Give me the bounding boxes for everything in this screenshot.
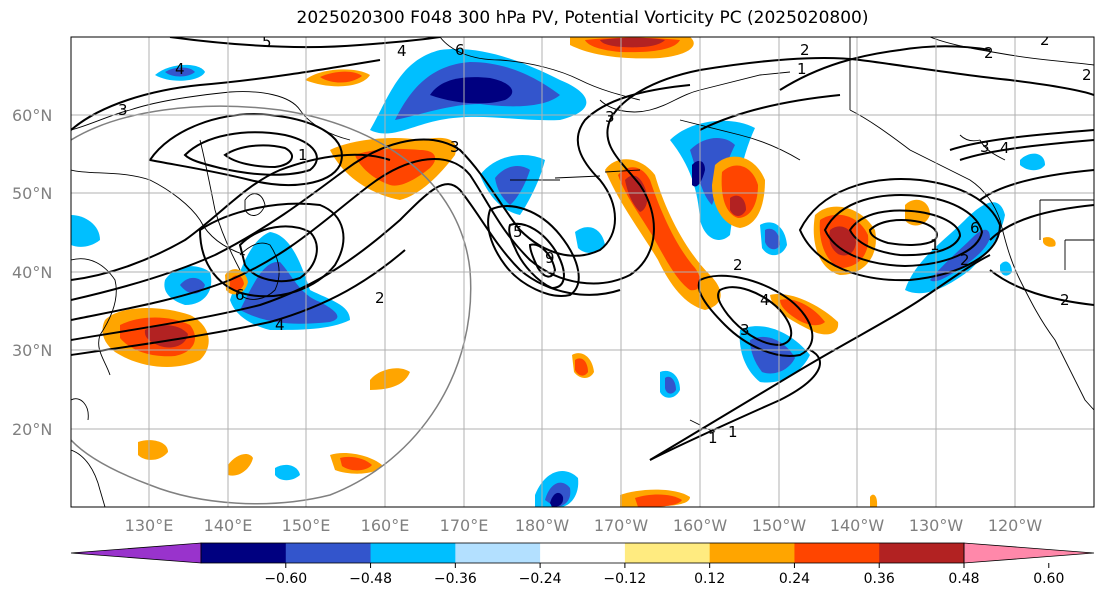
lat-label-30n: 30°N — [12, 341, 52, 360]
lon-label: 160°E — [361, 516, 410, 535]
svg-text:6: 6 — [235, 286, 245, 304]
lon-label: 150°W — [752, 516, 807, 535]
colorbar-tick-label: −0.12 — [603, 571, 646, 587]
lat-label-20n: 20°N — [12, 420, 52, 439]
lon-label: 140°E — [204, 516, 253, 535]
colorbar-tick-label: 0.12 — [694, 571, 725, 587]
lon-label: 170°E — [440, 516, 489, 535]
svg-text:3: 3 — [450, 138, 460, 156]
lon-label: 180°W — [515, 516, 570, 535]
colorbar-segments — [70, 542, 1095, 564]
pos-patch-scattered — [370, 368, 410, 390]
lon-label: 150°E — [282, 516, 331, 535]
svg-text:1: 1 — [930, 236, 940, 254]
svg-text:1: 1 — [797, 60, 807, 78]
colorbar-tick-label: 0.48 — [948, 571, 979, 587]
svg-text:4: 4 — [275, 316, 285, 334]
latitude-labels: 60°N 50°N 40°N 30°N 20°N — [12, 106, 52, 439]
svg-text:5: 5 — [513, 223, 523, 241]
svg-text:4: 4 — [760, 291, 770, 309]
svg-text:3: 3 — [118, 101, 128, 119]
lon-label: 130°W — [909, 516, 964, 535]
colorbar-segment — [370, 543, 456, 563]
colorbar-extension-max — [963, 542, 1095, 564]
lat-label-50n: 50°N — [12, 184, 52, 203]
longitude-labels: 130°E 140°E 150°E 160°E 170°E 180°W 170°… — [125, 516, 1043, 535]
svg-text:1: 1 — [708, 429, 718, 447]
coastlines — [71, 37, 1094, 507]
lon-label: 160°W — [673, 516, 728, 535]
svg-text:4: 4 — [175, 60, 185, 78]
map-title: 2025020300 F048 300 hPa PV, Potential Vo… — [296, 8, 869, 28]
svg-text:2: 2 — [1082, 66, 1092, 84]
colorbar-segment — [540, 543, 626, 563]
svg-text:1: 1 — [728, 423, 738, 441]
contour-labels: 5 4 6 3 1 2 2 1 2 3 4 3 5 9 2 2 4 1 4 3 … — [118, 31, 1092, 447]
colorbar-tick-label: −0.60 — [264, 571, 307, 587]
colorbar-extension-min — [70, 542, 202, 564]
lon-label: 170°W — [594, 516, 649, 535]
colorbar-segment — [709, 543, 795, 563]
svg-text:2: 2 — [1040, 31, 1050, 49]
svg-text:3: 3 — [605, 108, 615, 126]
colorbar-segment — [624, 543, 711, 563]
svg-text:1: 1 — [298, 146, 308, 164]
pv-contours — [71, 37, 1094, 461]
colorbar: −0.60 −0.48 −0.36 −0.24 −0.12 0.12 0.24 0.36 0.4… — [70, 542, 1095, 587]
svg-text:2: 2 — [375, 289, 385, 307]
lon-label: 130°E — [125, 516, 174, 535]
colorbar-segment — [455, 543, 541, 563]
lat-label-40n: 40°N — [12, 263, 52, 282]
svg-text:2: 2 — [960, 251, 970, 269]
svg-text:4: 4 — [397, 42, 407, 60]
colorbar-tick-label: 0.60 — [1033, 571, 1064, 587]
svg-text:2: 2 — [733, 256, 743, 274]
colorbar-segment — [285, 543, 372, 563]
lon-label: 140°W — [830, 516, 885, 535]
colorbar-tick-label: −0.24 — [519, 571, 562, 587]
colorbar-segment — [879, 543, 965, 563]
svg-text:2: 2 — [1060, 291, 1070, 309]
colorbar-ticks: −0.60 −0.48 −0.36 −0.24 −0.12 0.12 0.24 0.36 0.4… — [264, 563, 1064, 587]
colorbar-tick-label: 0.36 — [864, 571, 895, 587]
svg-text:4: 4 — [1000, 139, 1010, 157]
svg-text:3: 3 — [980, 138, 990, 156]
colorbar-tick-label: 0.24 — [779, 571, 810, 587]
svg-text:2: 2 — [800, 41, 810, 59]
graticule — [71, 37, 1094, 507]
colorbar-segment — [794, 543, 880, 563]
svg-text:6: 6 — [455, 41, 465, 59]
plot-frame — [70, 36, 1095, 508]
svg-text:9: 9 — [545, 249, 555, 267]
lat-label-60n: 60°N — [12, 106, 52, 125]
svg-text:3: 3 — [740, 321, 750, 339]
colorbar-tick-label: −0.36 — [434, 571, 477, 587]
colorbar-segment — [201, 543, 287, 563]
svg-text:2: 2 — [984, 44, 994, 62]
lon-label: 120°W — [988, 516, 1043, 535]
colorbar-tick-label: −0.48 — [349, 571, 392, 587]
svg-text:6: 6 — [970, 219, 980, 237]
svg-text:5: 5 — [262, 33, 272, 51]
